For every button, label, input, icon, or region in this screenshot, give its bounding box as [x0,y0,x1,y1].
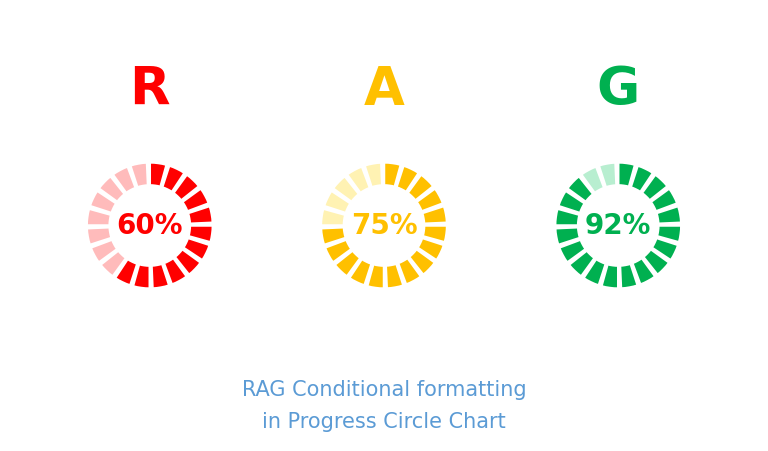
Wedge shape [151,264,169,289]
Text: R: R [130,64,170,116]
Wedge shape [325,239,352,262]
Text: 75%: 75% [351,212,417,239]
Wedge shape [422,226,447,242]
Wedge shape [631,166,653,192]
Text: 92%: 92% [585,212,651,239]
Wedge shape [131,162,148,187]
Wedge shape [182,189,209,212]
Wedge shape [409,249,435,275]
Wedge shape [164,258,187,285]
Text: RAG Conditional formatting: RAG Conditional formatting [242,380,526,400]
Wedge shape [321,209,346,226]
Wedge shape [150,162,167,187]
Wedge shape [367,264,384,289]
Wedge shape [90,191,116,213]
Text: A: A [363,64,405,116]
Wedge shape [657,226,681,242]
Wedge shape [422,206,447,224]
Wedge shape [581,166,604,193]
Wedge shape [599,162,617,187]
Wedge shape [632,258,655,285]
Wedge shape [115,259,137,285]
Wedge shape [386,264,403,289]
Wedge shape [555,227,580,245]
Wedge shape [87,227,111,245]
Wedge shape [87,209,111,226]
Wedge shape [174,175,199,201]
Wedge shape [335,250,360,276]
Wedge shape [188,226,213,242]
Text: G: G [597,64,640,116]
Wedge shape [568,176,594,202]
Wedge shape [349,259,372,285]
Wedge shape [184,238,210,260]
Wedge shape [650,189,677,212]
Wedge shape [657,206,681,224]
Wedge shape [396,166,419,192]
Wedge shape [601,264,618,289]
Wedge shape [113,166,136,193]
Wedge shape [365,162,382,187]
Wedge shape [333,176,359,202]
Wedge shape [321,227,346,245]
Wedge shape [642,175,667,201]
Wedge shape [91,239,118,262]
Wedge shape [620,264,637,289]
Wedge shape [133,264,150,289]
Wedge shape [569,250,594,276]
Wedge shape [408,175,433,201]
Wedge shape [384,162,401,187]
Wedge shape [558,191,584,213]
Wedge shape [618,162,635,187]
Text: 60%: 60% [117,212,183,239]
Wedge shape [324,191,350,213]
Wedge shape [584,259,606,285]
Wedge shape [418,238,444,260]
Wedge shape [559,239,586,262]
Text: in Progress Circle Chart: in Progress Circle Chart [262,412,506,432]
Wedge shape [99,176,125,202]
Wedge shape [162,166,184,192]
Wedge shape [652,238,678,260]
Wedge shape [643,249,669,275]
Wedge shape [416,189,443,212]
Wedge shape [174,249,200,275]
Wedge shape [188,206,213,224]
Wedge shape [101,250,126,276]
Wedge shape [398,258,421,285]
Wedge shape [347,166,370,193]
Wedge shape [555,209,580,226]
